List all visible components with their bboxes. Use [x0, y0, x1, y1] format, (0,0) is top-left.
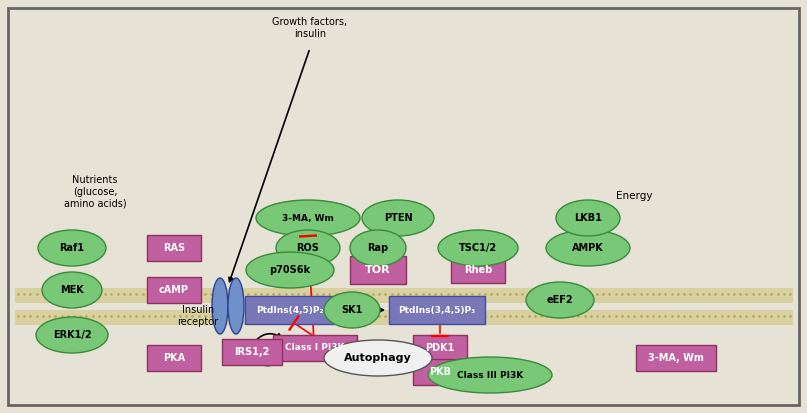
FancyBboxPatch shape	[413, 335, 467, 361]
Text: Insulin
receptor: Insulin receptor	[178, 305, 219, 327]
Text: Raf1: Raf1	[60, 243, 85, 253]
FancyBboxPatch shape	[636, 345, 716, 371]
Text: Energy: Energy	[616, 191, 652, 201]
Ellipse shape	[324, 340, 432, 376]
Text: MEK: MEK	[61, 285, 84, 295]
FancyBboxPatch shape	[245, 296, 335, 324]
Text: eEF2: eEF2	[546, 295, 573, 305]
Text: Autophagy: Autophagy	[344, 353, 412, 363]
FancyBboxPatch shape	[8, 8, 799, 405]
Ellipse shape	[42, 272, 102, 308]
FancyBboxPatch shape	[147, 345, 201, 371]
Text: Rheb: Rheb	[464, 265, 492, 275]
Bar	[15, 310, 793, 325]
FancyBboxPatch shape	[222, 339, 282, 365]
Ellipse shape	[212, 278, 228, 334]
Ellipse shape	[438, 230, 518, 266]
Ellipse shape	[324, 292, 380, 328]
Text: PtdIns(3,4,5)P₃: PtdIns(3,4,5)P₃	[399, 306, 475, 315]
Ellipse shape	[526, 282, 594, 318]
Ellipse shape	[556, 200, 620, 236]
Text: TOR: TOR	[366, 265, 391, 275]
Text: Growth factors,
insulin: Growth factors, insulin	[273, 17, 348, 39]
Text: Class III PI3K: Class III PI3K	[457, 370, 523, 380]
Text: Class I PI3K: Class I PI3K	[285, 344, 345, 353]
Text: 3-MA, Wm: 3-MA, Wm	[648, 353, 704, 363]
Text: SK1: SK1	[341, 305, 362, 315]
Text: PtdIns(4,5)P₂: PtdIns(4,5)P₂	[257, 306, 324, 315]
FancyBboxPatch shape	[413, 359, 467, 385]
FancyBboxPatch shape	[350, 256, 406, 284]
Ellipse shape	[36, 317, 108, 353]
Text: Rap: Rap	[367, 243, 388, 253]
Ellipse shape	[362, 200, 434, 236]
Text: ERK1/2: ERK1/2	[52, 330, 91, 340]
Ellipse shape	[276, 230, 340, 266]
Text: PKA: PKA	[163, 353, 185, 363]
Bar	[15, 288, 793, 303]
FancyBboxPatch shape	[389, 296, 485, 324]
Text: 3-MA, Wm: 3-MA, Wm	[282, 214, 334, 223]
FancyBboxPatch shape	[147, 235, 201, 261]
Ellipse shape	[428, 357, 552, 393]
Text: PDK1: PDK1	[425, 343, 454, 353]
Text: AMPK: AMPK	[572, 243, 604, 253]
Text: TSC1/2: TSC1/2	[459, 243, 497, 253]
Ellipse shape	[246, 252, 334, 288]
Ellipse shape	[228, 278, 244, 334]
Text: PKB: PKB	[429, 367, 451, 377]
Text: RAS: RAS	[163, 243, 185, 253]
Text: cAMP: cAMP	[159, 285, 189, 295]
Text: LKB1: LKB1	[574, 213, 602, 223]
Text: Nutrients
(glucose,
amino acids): Nutrients (glucose, amino acids)	[64, 176, 127, 209]
Ellipse shape	[38, 230, 106, 266]
Text: ROS: ROS	[296, 243, 320, 253]
FancyBboxPatch shape	[273, 335, 357, 361]
FancyBboxPatch shape	[451, 257, 505, 283]
Ellipse shape	[256, 200, 360, 236]
Text: IRS1,2: IRS1,2	[234, 347, 270, 357]
Text: PTEN: PTEN	[383, 213, 412, 223]
Text: p70S6k: p70S6k	[270, 265, 311, 275]
Ellipse shape	[350, 230, 406, 266]
FancyBboxPatch shape	[147, 277, 201, 303]
Ellipse shape	[546, 230, 630, 266]
